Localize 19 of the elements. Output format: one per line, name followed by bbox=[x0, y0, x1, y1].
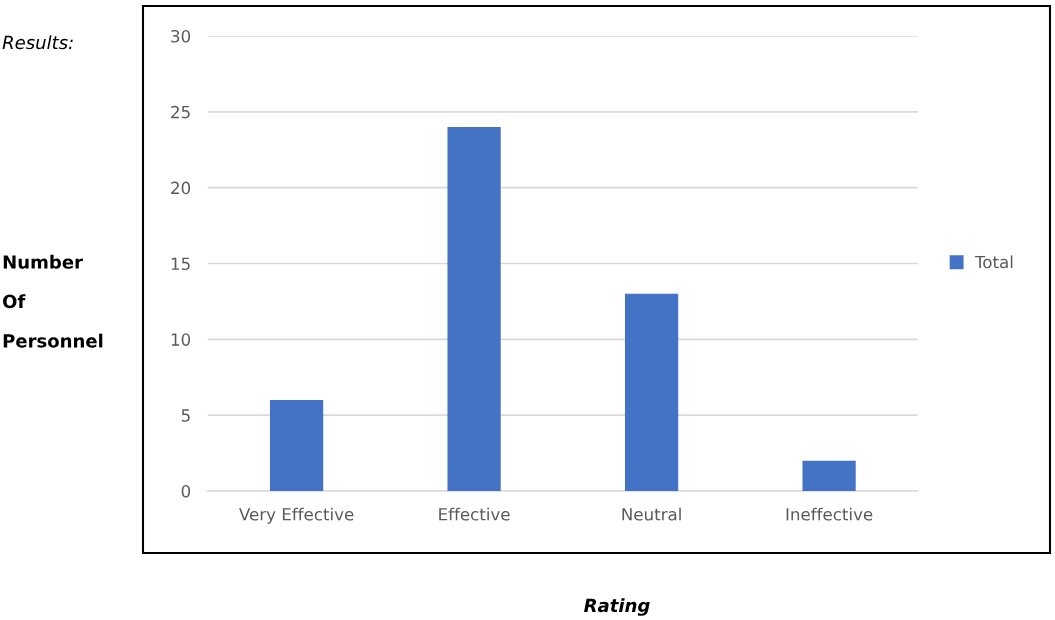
legend-label: Total bbox=[974, 255, 1013, 269]
x-tick-label: Effective bbox=[439, 507, 510, 521]
x-tick-label: Ineffective bbox=[786, 507, 873, 521]
y-tick-label: 0 bbox=[181, 485, 191, 498]
y-tick-label: 5 bbox=[181, 409, 190, 422]
text: Results: bbox=[2, 35, 73, 50]
y-tick-label: 20 bbox=[171, 181, 191, 195]
y-tick-label: 30 bbox=[171, 29, 191, 43]
x-axis-title: Rating bbox=[584, 598, 650, 616]
y-tick-label: 15 bbox=[171, 257, 190, 271]
x-tick-label: Very Effective bbox=[239, 507, 354, 524]
bar bbox=[447, 126, 501, 492]
bar bbox=[802, 460, 856, 492]
bar bbox=[624, 293, 679, 492]
y-tick-label: 10 bbox=[171, 333, 191, 346]
x-tick-label: Neutral bbox=[622, 507, 681, 521]
text: Number Of Personnel bbox=[3, 254, 103, 348]
bar bbox=[269, 400, 324, 492]
y-tick-label: 25 bbox=[171, 105, 190, 119]
